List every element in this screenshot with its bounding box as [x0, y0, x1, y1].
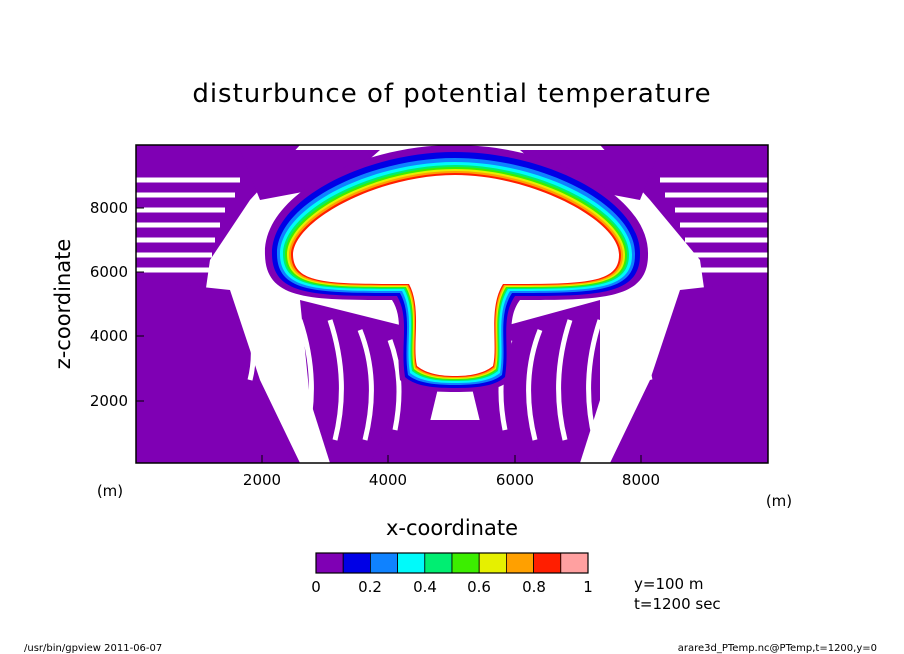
chart-title: disturbunce of potential temperature: [192, 79, 711, 109]
footer-left: /usr/bin/gpview 2011-06-07: [24, 643, 162, 654]
y-tick-label: 2000: [90, 392, 128, 410]
colorbar-tick-label: 0.4: [413, 578, 437, 596]
colorbar-level-5: [451, 552, 480, 574]
x-tick-label: 6000: [496, 471, 534, 489]
plot-frame: [135, 144, 769, 464]
white-stripes: [136, 177, 768, 441]
colorbar-level-4: [424, 552, 453, 574]
footer-right: arare3d_PTemp.nc@PTemp,t=1200,y=0: [678, 643, 877, 654]
colorbar-level-6: [478, 552, 507, 574]
y-axis-title: z-coordinate: [51, 239, 75, 370]
colorbar-level-8: [533, 552, 562, 574]
colorbar-level-7: [505, 552, 534, 574]
x-tick-label: 4000: [369, 471, 407, 489]
annotation-y: y=100 m: [634, 575, 703, 593]
y-tick-label: 4000: [90, 327, 128, 345]
colorbar-tick-label: 0.6: [467, 578, 491, 596]
colorbar-level-2: [369, 552, 398, 574]
colorbar-level-3: [397, 552, 426, 574]
y-unit-label: (m): [97, 482, 123, 500]
plume-contours: [264, 145, 649, 392]
x-tick-label: 8000: [622, 471, 660, 489]
x-unit-label: (m): [766, 492, 792, 510]
colorbar: 0 0.2 0.4 0.6 0.8 1: [311, 552, 593, 596]
colorbar-level-1: [342, 552, 371, 574]
y-tick-label: 8000: [90, 199, 128, 217]
colorbar-tick-label: 0.8: [522, 578, 546, 596]
colorbar-level-9: [560, 552, 589, 574]
colorbar-frame: [315, 552, 589, 574]
x-tick-label: 2000: [243, 471, 281, 489]
colorbar-level-0: [315, 552, 344, 574]
y-tick-label: 6000: [90, 263, 128, 281]
colorbar-tick-label: 0.2: [358, 578, 382, 596]
x-axis: 2000 4000 6000 8000 (m) x-coordinate: [243, 455, 792, 540]
colorbar-tick-label: 0: [311, 578, 321, 596]
colorbar-tick-label: 1: [583, 578, 593, 596]
plot-area: [136, 145, 768, 463]
x-axis-title: x-coordinate: [386, 516, 518, 540]
y-axis: 2000 4000 6000 8000 (m) z-coordinate: [51, 199, 144, 500]
annotation-t: t=1200 sec: [634, 595, 721, 613]
contour-interior: [293, 175, 620, 376]
